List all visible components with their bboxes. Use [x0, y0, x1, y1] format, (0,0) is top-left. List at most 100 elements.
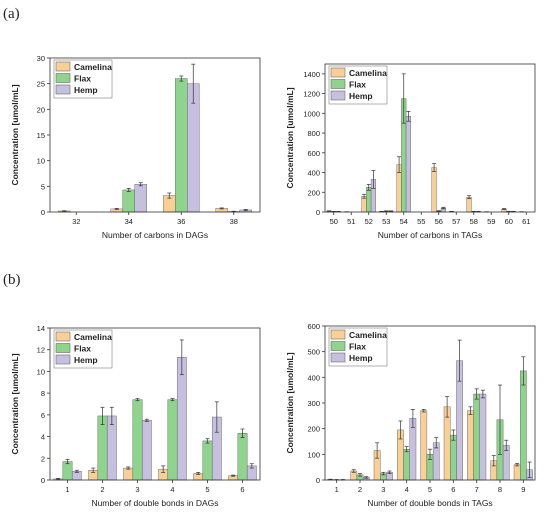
y-axis-label: Concentration [umol/mL] — [285, 352, 295, 453]
x-tick-label: 34 — [125, 217, 133, 226]
y-tick-label: 0 — [316, 476, 320, 485]
x-tick-label: 3 — [381, 485, 385, 494]
bar-hemp-54 — [405, 116, 411, 213]
legend-label-hemp: Hemp — [74, 355, 98, 365]
x-tick-label: 4 — [170, 485, 174, 494]
legend-swatch-hemp — [330, 90, 346, 101]
x-tick-label: 54 — [400, 217, 408, 226]
plot-frame — [49, 327, 261, 481]
y-tick-label: 100 — [307, 450, 320, 459]
legend-swatch-camelina — [55, 61, 71, 72]
x-tick-label: 38 — [230, 217, 238, 226]
y-axis-label: Concentration [umol/mL] — [10, 84, 20, 185]
bar-camelina-6 — [443, 406, 451, 481]
y-tick-label: 0 — [41, 208, 45, 217]
y-tick-label: 0 — [41, 476, 45, 485]
bar-camelina-5 — [420, 410, 428, 481]
bar-flax-34 — [122, 189, 135, 213]
y-tick-label: 10 — [37, 367, 45, 376]
bar-hemp-7 — [479, 393, 487, 481]
legend-label-flax: Flax — [74, 344, 91, 354]
bar-camelina-7 — [467, 410, 474, 481]
x-tick-label: 1 — [65, 485, 69, 494]
panel-label-b: (b) — [3, 272, 21, 288]
x-axis-label: Number of carbons in TAGs — [378, 230, 483, 240]
panel-label-a: (a) — [3, 6, 20, 22]
x-axis-label: Number of carbons in DAGs — [102, 230, 208, 240]
x-tick-label: 50 — [330, 217, 338, 226]
bar-flax-7 — [473, 393, 480, 481]
y-tick-label: 300 — [307, 399, 320, 408]
bar-hemp-34 — [134, 184, 147, 213]
legend-swatch-flax — [330, 341, 346, 351]
x-tick-label: 57 — [452, 217, 460, 226]
x-tick-label: 6 — [240, 485, 244, 494]
legend-swatch-camelina — [55, 331, 71, 342]
legend-label-camelina: Camelina — [74, 332, 112, 342]
y-tick-label: 200 — [307, 188, 320, 197]
y-tick-label: 14 — [37, 324, 45, 333]
tag-carbons-chart: 0 200 400 600 800 1000 1200 1400 50 51 52 53 54 55 56 5… — [285, 63, 536, 240]
bar-flax-36 — [175, 78, 188, 213]
y-tick-label: 1000 — [303, 109, 320, 118]
x-tick-label: 55 — [417, 217, 425, 226]
bar-camelina-3 — [123, 467, 134, 481]
x-tick-label: 52 — [365, 217, 373, 226]
x-tick-label: 59 — [487, 217, 495, 226]
x-axis-label: Number of double bonds in DAGs — [91, 498, 218, 508]
x-tick-label: 58 — [470, 217, 478, 226]
y-tick-label: 600 — [307, 322, 320, 331]
legend-label-flax: Flax — [349, 80, 366, 90]
bar-flax-1 — [62, 461, 73, 481]
y-tick-label: 400 — [307, 373, 320, 382]
bar-flax-3 — [132, 399, 143, 481]
bar-flax-4 — [167, 399, 178, 481]
bar-flax-52 — [366, 187, 372, 213]
bar-camelina-52 — [361, 196, 367, 213]
legend-swatch-camelina — [330, 329, 346, 340]
legend-swatch-flax — [55, 73, 71, 83]
y-tick-label: 1200 — [303, 90, 320, 99]
y-tick-label: 8 — [41, 389, 45, 398]
x-axis-label: Number of double bonds in TAGs — [367, 498, 492, 508]
x-tick-label: 5 — [205, 485, 209, 494]
x-tick-label: 8 — [498, 485, 502, 494]
legend-label-camelina: Camelina — [349, 330, 387, 340]
bar-camelina-56 — [431, 167, 437, 213]
legend-swatch-hemp — [330, 352, 346, 363]
legend-swatch-camelina — [330, 67, 346, 78]
y-tick-label: 10 — [37, 157, 45, 166]
x-tick-label: 5 — [428, 485, 432, 494]
x-tick-label: 61 — [522, 217, 530, 226]
x-tick-label: 36 — [177, 217, 185, 226]
x-tick-label: 56 — [435, 217, 443, 226]
legend-label-hemp: Hemp — [349, 353, 373, 363]
legend-label-hemp: Hemp — [349, 91, 373, 101]
bar-flax-4 — [403, 448, 410, 481]
legend-swatch-hemp — [55, 84, 71, 95]
y-tick-label: 20 — [37, 105, 45, 114]
legend-label-hemp: Hemp — [74, 85, 98, 95]
bar-hemp-4 — [176, 357, 187, 481]
bar-flax-9 — [520, 370, 527, 481]
y-tick-label: 2 — [41, 454, 45, 463]
y-tick-label: 12 — [37, 346, 45, 355]
bar-camelina-58 — [466, 196, 472, 213]
y-tick-label: 15 — [37, 131, 45, 140]
y-tick-label: 4 — [41, 433, 45, 442]
x-tick-label: 60 — [505, 217, 513, 226]
x-tick-label: 3 — [135, 485, 139, 494]
y-tick-label: 400 — [307, 169, 320, 178]
y-tick-label: 200 — [307, 425, 320, 434]
y-tick-label: 1400 — [303, 70, 320, 79]
bar-flax-2 — [97, 415, 108, 481]
x-tick-label: 53 — [382, 217, 390, 226]
y-tick-label: 800 — [307, 129, 320, 138]
y-tick-label: 6 — [41, 411, 45, 420]
bar-flax-6 — [237, 433, 248, 481]
